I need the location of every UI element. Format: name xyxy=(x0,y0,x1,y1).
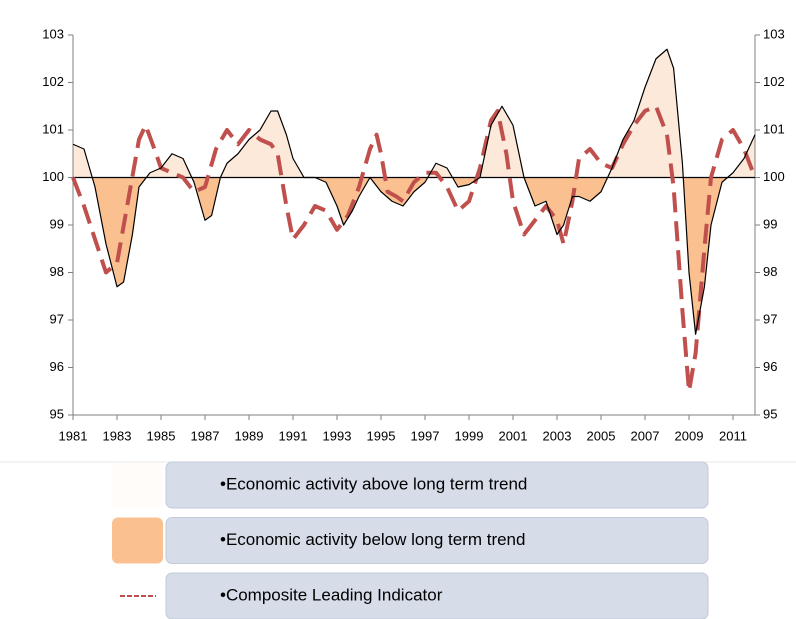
legend-label: •Composite Leading Indicator xyxy=(220,585,443,604)
x-tick-label: 1993 xyxy=(323,428,352,443)
y-tick-label: 99 xyxy=(50,216,64,231)
x-tick-label: 2011 xyxy=(719,428,747,443)
legend-label: •Economic activity below long term trend xyxy=(220,530,525,549)
legend-box xyxy=(165,517,709,564)
x-tick-label: 1997 xyxy=(411,428,440,443)
legend-box xyxy=(165,461,709,509)
legend-swatch xyxy=(112,462,163,508)
x-tick-label: 1995 xyxy=(367,428,396,443)
x-tick-label: 2007 xyxy=(631,428,660,443)
activity-line xyxy=(72,48,756,335)
legend-swatch xyxy=(112,517,163,564)
y-tick-label: 102 xyxy=(42,74,64,89)
x-tick-label: 2001 xyxy=(499,428,528,443)
x-tick-label: 2003 xyxy=(543,428,572,443)
x-tick-label: 2005 xyxy=(587,428,616,443)
x-tick-label: 1991 xyxy=(279,428,308,443)
x-tick-label: 1999 xyxy=(455,428,484,443)
y2-tick-label: 103 xyxy=(763,26,785,41)
y2-tick-label: 98 xyxy=(763,264,777,279)
x-tick-label: 1983 xyxy=(103,428,132,443)
legend-box xyxy=(165,572,709,619)
y-tick-label: 100 xyxy=(42,169,64,184)
y-tick-label: 97 xyxy=(50,311,64,326)
y2-tick-label: 100 xyxy=(763,169,785,184)
y2-tick-label: 102 xyxy=(763,74,785,89)
x-tick-label: 1987 xyxy=(191,428,220,443)
area-below xyxy=(73,177,755,335)
y2-tick-label: 101 xyxy=(763,121,785,136)
y-tick-label: 101 xyxy=(42,121,64,136)
x-tick-label: 1985 xyxy=(147,428,176,443)
y-tick-label: 96 xyxy=(50,359,64,374)
y-tick-label: 98 xyxy=(50,264,64,279)
legend-label: •Economic activity above long term trend xyxy=(220,474,527,493)
cli-line xyxy=(71,104,757,394)
y2-tick-label: 96 xyxy=(763,359,777,374)
x-tick-label: 1989 xyxy=(235,428,264,443)
x-tick-label: 1981 xyxy=(59,428,88,443)
x-tick-label: 2009 xyxy=(675,428,704,443)
y2-tick-label: 95 xyxy=(763,406,777,421)
y2-tick-label: 99 xyxy=(763,216,777,231)
y-tick-label: 103 xyxy=(42,26,64,41)
y2-tick-label: 97 xyxy=(763,311,777,326)
y-tick-label: 95 xyxy=(50,406,64,421)
